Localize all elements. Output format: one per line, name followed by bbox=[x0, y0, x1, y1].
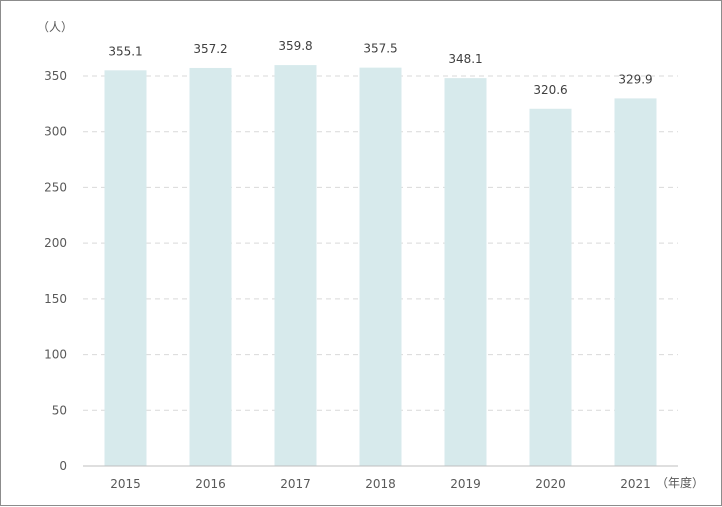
bar-2015 bbox=[104, 70, 147, 467]
y-tick-label: 200 bbox=[44, 236, 67, 250]
y-tick-label: 150 bbox=[44, 292, 67, 306]
data-label-2020: 320.6 bbox=[533, 83, 567, 97]
x-tick-label-2019: 2019 bbox=[450, 477, 481, 491]
y-tick-label: 50 bbox=[52, 403, 67, 417]
y-tick-label: 300 bbox=[44, 125, 67, 139]
y-axis-unit-label: （人） bbox=[37, 20, 73, 34]
data-label-2016: 357.2 bbox=[193, 42, 227, 56]
x-tick-label-2018: 2018 bbox=[365, 477, 396, 491]
data-label-2017: 359.8 bbox=[278, 39, 312, 53]
x-tick-label-2021: 2021 bbox=[620, 477, 651, 491]
bar-2018 bbox=[359, 67, 402, 467]
x-axis-unit-label: （年度） bbox=[656, 475, 704, 490]
x-tick-label-2015: 2015 bbox=[110, 477, 141, 491]
data-label-2021: 329.9 bbox=[618, 72, 652, 86]
data-label-2015: 355.1 bbox=[108, 44, 142, 58]
gridlines: 0 50 100 150 200 250 300 350 bbox=[44, 69, 678, 473]
bar-2016 bbox=[189, 67, 232, 466]
y-tick-label: 100 bbox=[44, 348, 67, 362]
y-tick-label: 250 bbox=[44, 180, 67, 194]
data-label-2018: 357.5 bbox=[363, 42, 397, 56]
data-label-2019: 348.1 bbox=[448, 52, 482, 66]
y-tick-label: 0 bbox=[59, 459, 67, 473]
y-tick-label: 350 bbox=[44, 69, 67, 83]
bar-2017 bbox=[274, 65, 317, 466]
x-tick-label-2020: 2020 bbox=[535, 477, 566, 491]
bars: 355.1 2015 357.2 2016 359.8 2017 357.5 2018 348.… bbox=[104, 39, 657, 491]
bar-2021 bbox=[614, 98, 657, 466]
bar-2020 bbox=[529, 108, 572, 466]
x-tick-label-2016: 2016 bbox=[195, 477, 226, 491]
x-tick-label-2017: 2017 bbox=[280, 477, 311, 491]
bar-2019 bbox=[444, 78, 487, 467]
